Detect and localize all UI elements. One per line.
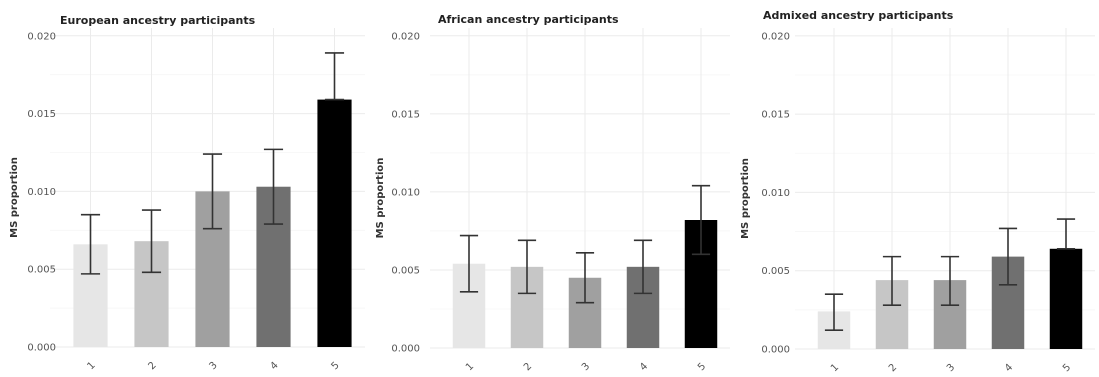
y-tick-label: 0.005	[391, 265, 420, 276]
y-tick-label: 0.015	[27, 109, 56, 120]
y-tick-label: 0.005	[27, 265, 56, 276]
panel-title: Admixed ancestry participants	[763, 9, 954, 22]
x-tick-label: 1	[464, 361, 476, 373]
panel-title: African ancestry participants	[438, 13, 619, 26]
x-tick-label: 4	[1003, 362, 1015, 374]
x-tick-label: 4	[268, 360, 280, 372]
y-tick-label: 0.010	[27, 187, 56, 198]
x-tick-label: 2	[522, 361, 534, 373]
chart-panel-1: 0.000 0.005 0.010 0.015 0.020 1 2 3 4 5 European a…	[9, 14, 365, 372]
y-tick-label: 0.000	[761, 345, 790, 356]
y-axis-label: MS proportion	[375, 158, 386, 239]
y-tick-label: 0.005	[761, 266, 790, 277]
x-tick-label: 5	[1061, 362, 1073, 374]
y-axis-label: MS proportion	[740, 158, 751, 239]
y-tick-label: 0.010	[761, 188, 790, 199]
bar-5	[317, 99, 352, 347]
y-tick-label: 0.010	[391, 187, 420, 198]
chart-panel-2: 0.000 0.005 0.010 0.015 0.020 1 2 3 4 5 African an…	[375, 13, 730, 373]
y-tick-label: 0.000	[391, 344, 420, 355]
chart-panel-3: 0.000 0.005 0.010 0.015 0.020 1 2 3 4 5 Admixed an…	[740, 9, 1095, 374]
bar-5	[1049, 248, 1083, 349]
y-tick-label: 0.015	[391, 109, 420, 120]
panel-title: European ancestry participants	[60, 14, 256, 27]
x-tick-label: 4	[638, 361, 650, 373]
x-tick-label: 2	[887, 362, 899, 374]
y-tick-label: 0.020	[761, 31, 790, 42]
y-tick-label: 0.000	[27, 343, 56, 354]
x-tick-label: 3	[580, 361, 592, 373]
y-tick-label: 0.020	[27, 31, 56, 42]
x-tick-label: 2	[146, 360, 158, 372]
y-tick-label: 0.015	[761, 110, 790, 121]
x-tick-label: 1	[85, 360, 97, 372]
x-tick-label: 1	[829, 362, 841, 374]
x-tick-label: 3	[945, 362, 957, 374]
y-axis-label: MS proportion	[9, 157, 20, 238]
y-tick-label: 0.020	[391, 31, 420, 42]
x-tick-label: 5	[329, 360, 341, 372]
x-tick-label: 3	[207, 360, 219, 372]
x-tick-label: 5	[696, 361, 708, 373]
